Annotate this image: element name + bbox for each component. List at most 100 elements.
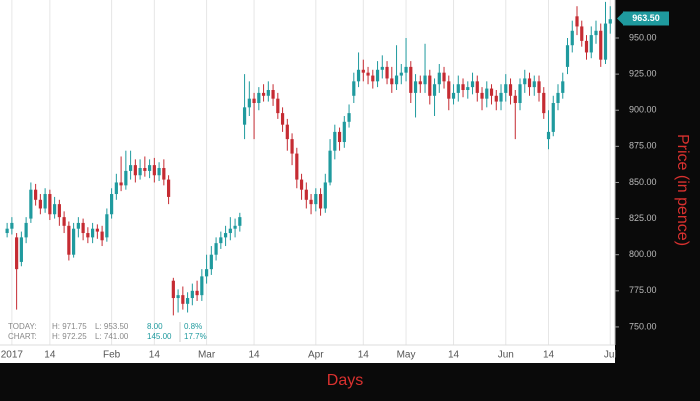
info-high: H: 971.75 bbox=[52, 322, 87, 331]
candle-body bbox=[228, 228, 232, 234]
x-tick-label: 14 bbox=[543, 350, 555, 361]
candle-body bbox=[390, 78, 394, 85]
candle-body bbox=[38, 199, 42, 209]
info-label: TODAY: bbox=[8, 322, 37, 331]
candle-body bbox=[24, 222, 28, 238]
candle-body bbox=[409, 66, 413, 93]
candle-body bbox=[252, 98, 256, 104]
info-pct: 0.8% bbox=[184, 322, 202, 331]
candle-body bbox=[347, 113, 351, 122]
candle-body bbox=[95, 228, 99, 232]
candle-body bbox=[575, 16, 579, 27]
x-tick-label: May bbox=[397, 350, 416, 361]
candle-body bbox=[247, 98, 251, 108]
plot-area bbox=[0, 0, 615, 363]
candle-body bbox=[295, 153, 299, 180]
candle-body bbox=[29, 189, 33, 219]
candle-body bbox=[204, 269, 209, 277]
candle-body bbox=[280, 113, 285, 125]
candle-body bbox=[57, 204, 61, 218]
candle-body bbox=[242, 107, 247, 125]
candle-body bbox=[399, 72, 403, 76]
candle-body bbox=[537, 81, 541, 93]
info-change: 145.00 bbox=[147, 332, 172, 341]
candle-body bbox=[100, 231, 104, 241]
candle-body bbox=[299, 179, 304, 190]
candle-body bbox=[323, 182, 327, 209]
candle-body bbox=[451, 92, 456, 99]
x-tick-label: Apr bbox=[308, 350, 324, 361]
candle-body bbox=[499, 92, 503, 102]
x-tick-label: Jun bbox=[498, 350, 514, 361]
candle-body bbox=[166, 179, 171, 197]
candle-body bbox=[356, 69, 361, 82]
candle-body bbox=[15, 237, 19, 270]
candle-body bbox=[485, 88, 489, 99]
info-label: CHART: bbox=[8, 332, 37, 341]
candle-body bbox=[608, 19, 612, 24]
candle-body bbox=[290, 139, 294, 154]
candle-body bbox=[143, 168, 147, 171]
candle-body bbox=[200, 276, 204, 296]
candle-body bbox=[181, 295, 185, 304]
candle-body bbox=[508, 84, 513, 96]
candle-body bbox=[5, 228, 9, 234]
candle-body bbox=[233, 225, 237, 229]
candle-body bbox=[157, 168, 161, 176]
candles bbox=[5, 1, 612, 316]
candle-body bbox=[466, 87, 470, 91]
candle-body bbox=[394, 75, 399, 85]
candle-body bbox=[34, 189, 38, 200]
info-pct: 17.7% bbox=[184, 332, 207, 341]
candle-body bbox=[238, 217, 242, 226]
x-axis-title: Days bbox=[327, 372, 363, 389]
candle-body bbox=[309, 199, 313, 205]
candle-body bbox=[105, 214, 109, 238]
candle-body bbox=[214, 243, 218, 255]
y-tick-label: 800.00 bbox=[629, 249, 657, 259]
last-price-pointer bbox=[617, 12, 623, 25]
candle-body bbox=[565, 45, 570, 67]
candle-body bbox=[119, 182, 123, 186]
x-tick-label: 14 bbox=[44, 350, 56, 361]
candle-body bbox=[418, 81, 422, 85]
candle-body bbox=[152, 165, 156, 176]
info-high: H: 972.25 bbox=[52, 332, 87, 341]
candle-body bbox=[62, 217, 66, 226]
candle-body bbox=[423, 75, 427, 85]
candle-body bbox=[43, 194, 47, 209]
y-axis-title: Price (in pence) bbox=[674, 134, 691, 246]
y-tick-label: 925.00 bbox=[629, 68, 657, 78]
y-tick-label: 900.00 bbox=[629, 105, 657, 115]
candle-body bbox=[594, 30, 598, 36]
candle-body bbox=[138, 168, 142, 176]
candle-body bbox=[133, 165, 137, 176]
candle-body bbox=[603, 23, 608, 60]
candle-body bbox=[48, 194, 52, 215]
candle-body bbox=[413, 81, 418, 93]
candle-body bbox=[456, 84, 460, 93]
candle-body bbox=[223, 233, 228, 238]
candle-body bbox=[380, 66, 384, 70]
candle-body bbox=[72, 228, 76, 255]
candle-body bbox=[542, 92, 546, 114]
candle-body bbox=[86, 233, 90, 238]
candle-body bbox=[489, 88, 494, 96]
grid bbox=[11, 0, 611, 345]
candle-body bbox=[589, 35, 593, 53]
candle-body bbox=[366, 72, 370, 76]
y-tick-label: 775.00 bbox=[629, 285, 657, 295]
y-tick-label: 875.00 bbox=[629, 141, 657, 151]
x-tick-label: 14 bbox=[358, 350, 370, 361]
candle-body bbox=[147, 165, 152, 171]
candle-body bbox=[314, 194, 318, 205]
candle-body bbox=[53, 204, 57, 215]
candle-body bbox=[461, 84, 465, 91]
candle-body bbox=[480, 92, 484, 99]
candle-body bbox=[128, 165, 133, 171]
candle-body bbox=[171, 280, 175, 299]
candle-body bbox=[475, 81, 479, 93]
y-tick-label: 850.00 bbox=[629, 177, 657, 187]
x-tick-label: 14 bbox=[249, 350, 261, 361]
